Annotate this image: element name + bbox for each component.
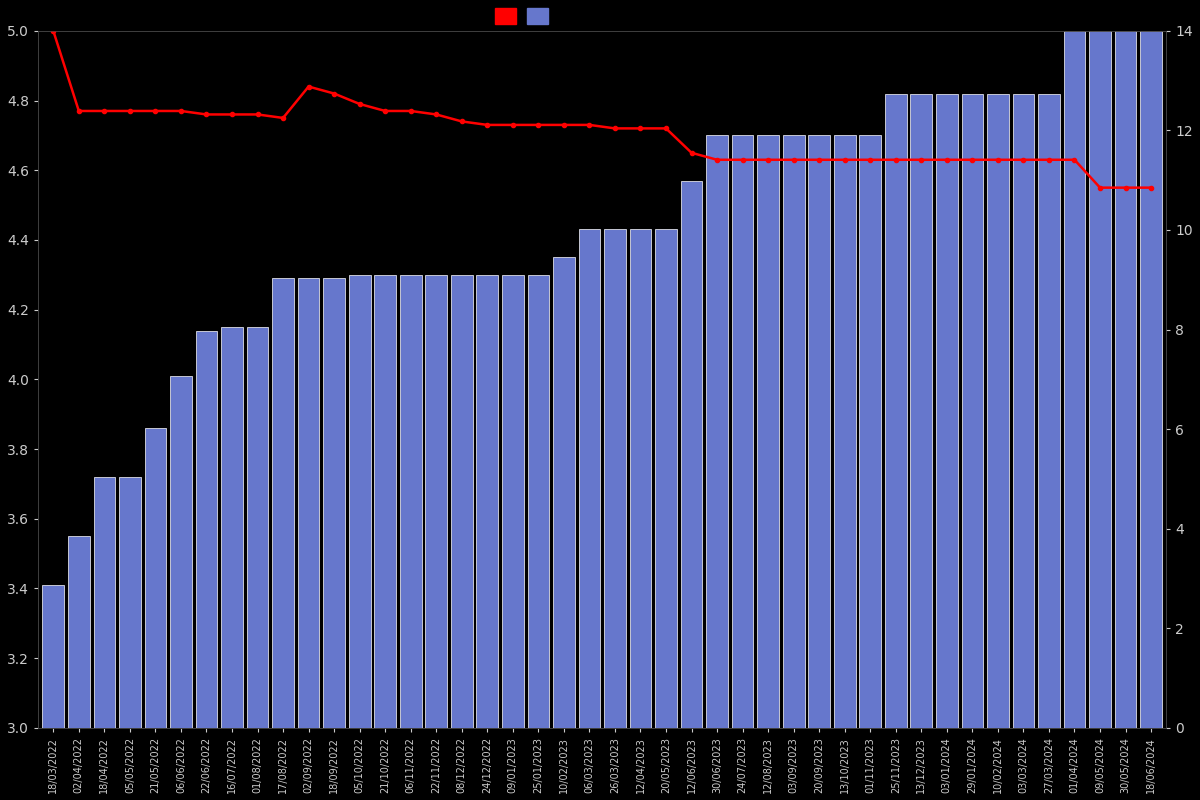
Bar [961, 94, 983, 728]
Bar [884, 94, 907, 728]
Bar [553, 258, 575, 728]
Bar [323, 278, 344, 728]
Bar [707, 135, 728, 728]
Bar [144, 428, 167, 728]
Bar [578, 230, 600, 728]
Bar [451, 274, 473, 728]
Bar [1115, 31, 1136, 728]
Bar [374, 274, 396, 728]
Bar [655, 230, 677, 728]
Bar [859, 135, 881, 728]
Bar [272, 278, 294, 728]
Bar [221, 327, 242, 728]
Bar [94, 477, 115, 728]
Bar [170, 376, 192, 728]
Bar [502, 274, 523, 728]
Bar [400, 274, 421, 728]
Bar [732, 135, 754, 728]
Bar [1038, 94, 1060, 728]
Bar [1063, 31, 1085, 728]
Bar [298, 278, 319, 728]
Bar [68, 536, 90, 728]
Bar [680, 181, 702, 728]
Bar [630, 230, 652, 728]
Bar [247, 327, 269, 728]
Bar [1140, 31, 1162, 728]
Bar [1090, 31, 1111, 728]
Bar [42, 585, 64, 728]
Bar [604, 230, 626, 728]
Bar [528, 274, 550, 728]
Bar [476, 274, 498, 728]
Bar [809, 135, 830, 728]
Bar [1013, 94, 1034, 728]
Bar [834, 135, 856, 728]
Bar [936, 94, 958, 728]
Bar [782, 135, 804, 728]
Bar [757, 135, 779, 728]
Legend: , : , [490, 3, 557, 30]
Bar [196, 330, 217, 728]
Bar [349, 274, 371, 728]
Bar [425, 274, 448, 728]
Bar [911, 94, 932, 728]
Bar [119, 477, 140, 728]
Bar [988, 94, 1009, 728]
